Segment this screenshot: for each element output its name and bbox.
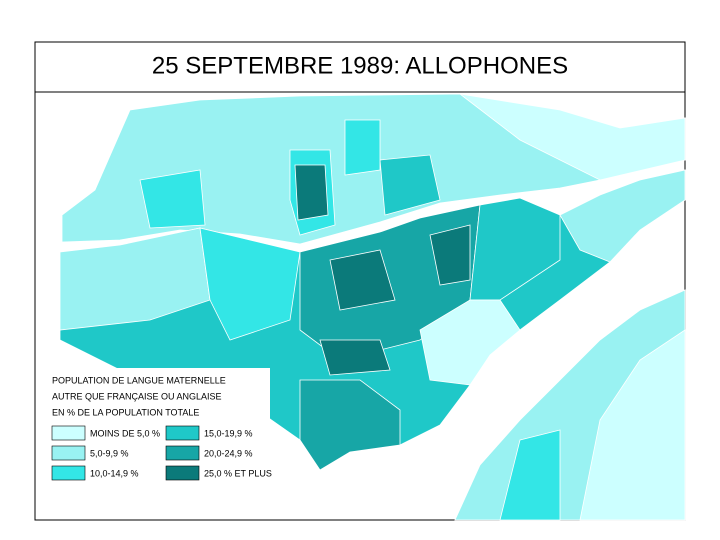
south-zone xyxy=(579,329,686,521)
island-zone xyxy=(429,224,471,286)
map-title: 25 SEPTEMBRE 1989: ALLOPHONES xyxy=(152,52,568,79)
north-zone xyxy=(344,119,381,176)
legend-label: 5,0-9,9 % xyxy=(90,448,129,458)
north-zone xyxy=(379,154,441,216)
north-zone xyxy=(459,93,686,181)
island-zone xyxy=(419,299,521,386)
legend-label: 10,0-14,9 % xyxy=(90,468,139,478)
legend-swatch xyxy=(165,425,200,441)
island-zone xyxy=(319,339,391,376)
island-zone xyxy=(299,379,401,471)
legend-swatch xyxy=(51,445,86,461)
north-zone xyxy=(139,169,206,229)
island-zone xyxy=(559,169,686,263)
north-zone xyxy=(294,164,329,221)
island-zone xyxy=(329,249,396,311)
south-zone xyxy=(499,429,561,521)
legend-heading: AUTRE QUE FRANÇAISE OU ANGLAISE xyxy=(52,391,222,401)
legend: POPULATION DE LANGUE MATERNELLE AUTRE QU… xyxy=(45,368,272,488)
legend-swatch xyxy=(51,425,86,441)
legend-label: 15,0-19,9 % xyxy=(204,428,253,438)
legend-swatch xyxy=(165,445,200,461)
legend-label: 25,0 % ET PLUS xyxy=(204,468,272,478)
legend-label: MOINS DE 5,0 % xyxy=(90,428,160,438)
legend-label: 20,0-24,9 % xyxy=(204,448,253,458)
island-zone xyxy=(199,227,301,341)
legend-heading: EN % DE LA POPULATION TOTALE xyxy=(52,407,199,417)
legend-swatch xyxy=(165,465,200,481)
legend-swatch xyxy=(51,465,86,481)
legend-heading: POPULATION DE LANGUE MATERNELLE xyxy=(52,375,226,385)
